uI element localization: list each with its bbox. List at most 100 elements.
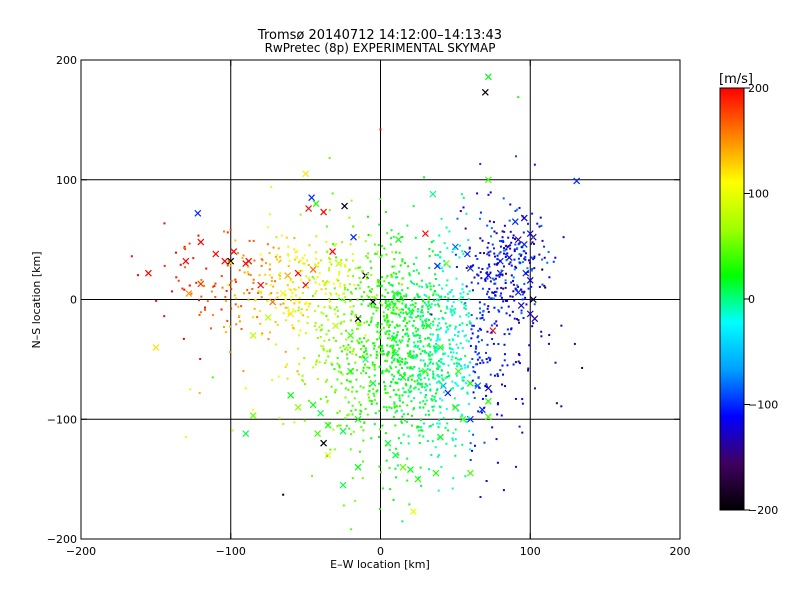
data-point-dot <box>318 361 321 364</box>
data-point-dot <box>344 396 347 399</box>
data-point-dot <box>396 276 399 279</box>
data-point-dot <box>352 350 355 353</box>
colorbar-tick-label: −200 <box>748 504 778 517</box>
data-point-dot <box>230 279 233 282</box>
data-point-dot <box>324 362 327 365</box>
data-point-dot <box>390 361 393 364</box>
data-point-dot <box>406 361 409 364</box>
data-point-dot <box>386 323 389 326</box>
data-point-dot <box>386 315 389 318</box>
data-point-dot <box>489 280 492 283</box>
data-point-dot <box>381 424 384 427</box>
data-point-dot <box>252 239 255 242</box>
data-point-dot <box>297 334 300 337</box>
data-point-cross <box>410 508 417 515</box>
data-point-dot <box>286 284 289 287</box>
data-point-dot <box>477 266 480 269</box>
data-point-dot <box>407 442 410 445</box>
data-point-dot <box>405 293 408 296</box>
data-point-dot <box>413 365 416 368</box>
data-point-dot <box>390 339 393 342</box>
data-point-dot <box>391 290 394 293</box>
data-point-cross <box>369 379 377 387</box>
data-point-dot <box>514 287 517 290</box>
data-point-dot <box>383 280 386 283</box>
data-point-dot <box>360 410 363 413</box>
data-point-cross <box>484 413 492 421</box>
data-point-dot <box>464 475 467 478</box>
data-point-dot <box>496 403 499 406</box>
data-point-dot <box>521 293 524 296</box>
data-point-dot <box>298 300 301 303</box>
data-point-dot <box>470 337 473 340</box>
data-point-dot <box>284 350 287 353</box>
data-point-dot <box>270 185 273 188</box>
data-point-dot <box>448 324 451 327</box>
data-point-dot <box>375 350 378 353</box>
data-point-dot <box>349 299 352 302</box>
data-point-dot <box>458 298 461 301</box>
data-point-dot <box>515 289 518 292</box>
data-point-dot <box>368 302 371 305</box>
data-point-dot <box>369 381 372 384</box>
data-point-dot <box>238 320 241 323</box>
data-point-dot <box>485 480 488 483</box>
data-point-dot <box>441 270 444 273</box>
data-point-dot <box>384 370 387 373</box>
data-point-dot <box>357 324 360 327</box>
data-point-dot <box>422 299 425 302</box>
data-point-dot <box>454 327 457 330</box>
data-point-dot <box>417 377 420 380</box>
data-point-dot <box>363 363 366 366</box>
data-point-dot <box>471 379 474 382</box>
data-point-dot <box>468 430 471 433</box>
data-point-dot <box>426 384 429 387</box>
data-point-dot <box>344 295 347 298</box>
data-point-dot <box>364 347 367 350</box>
data-point-dot <box>424 403 427 406</box>
data-point-dot <box>499 259 502 262</box>
data-point-dot <box>316 378 319 381</box>
data-point-dot <box>418 295 421 298</box>
data-point-dot <box>502 373 505 376</box>
data-point-dot <box>427 297 430 300</box>
data-point-dot <box>406 328 409 331</box>
data-point-dot <box>299 329 302 332</box>
data-point-dot <box>520 309 523 312</box>
data-point-dot <box>419 426 422 429</box>
data-point-dot <box>441 346 444 349</box>
data-point-dot <box>461 322 464 325</box>
data-point-dot <box>499 294 502 297</box>
data-point-dot <box>430 453 433 456</box>
data-point-dot <box>446 422 449 425</box>
data-point-dot <box>451 338 454 341</box>
data-point-dot <box>512 283 515 286</box>
data-point-dot <box>408 391 411 394</box>
data-point-dot <box>441 399 444 402</box>
data-point-dot <box>293 302 296 305</box>
data-point-dot <box>428 362 431 365</box>
data-point-dot <box>268 213 271 216</box>
data-point-dot <box>501 273 504 276</box>
data-point-dot <box>338 424 341 427</box>
data-point-dot <box>312 295 315 298</box>
data-point-dot <box>287 245 290 248</box>
data-point-dot <box>331 363 334 366</box>
data-point-dot <box>413 345 416 348</box>
data-point-dot <box>434 303 437 306</box>
data-point-dot <box>392 332 395 335</box>
data-point-dot <box>379 335 382 338</box>
data-point-dot <box>188 284 191 287</box>
data-point-dot <box>347 362 350 365</box>
data-point-dot <box>420 369 423 372</box>
data-point-dot <box>272 285 275 288</box>
data-point-dot <box>401 358 404 361</box>
data-point-dot <box>390 407 393 410</box>
data-point-dot <box>376 285 379 288</box>
data-point-dot <box>294 251 297 254</box>
data-point-dot <box>299 259 302 262</box>
data-point-dot <box>502 300 505 303</box>
data-point-dot <box>392 378 395 381</box>
data-point-dot <box>504 244 507 247</box>
data-point-dot <box>395 340 398 343</box>
